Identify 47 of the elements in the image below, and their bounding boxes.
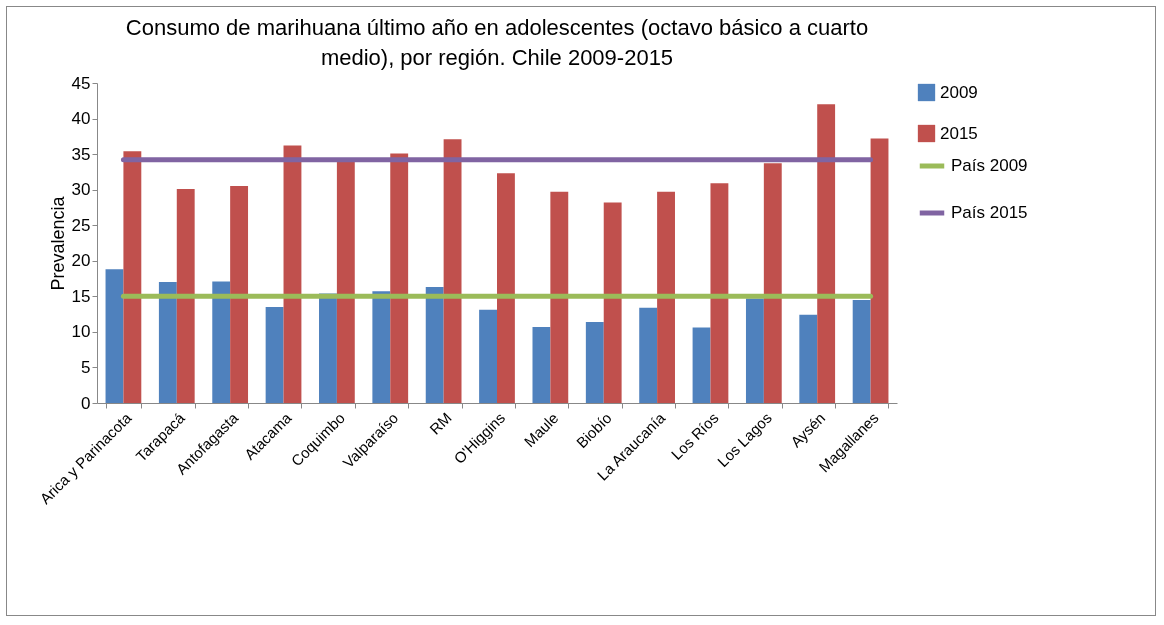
bar [745,298,764,403]
bar [710,183,729,403]
bar [319,293,337,403]
bar [372,291,391,403]
bar [283,145,302,403]
chart-title: Consumo de marihuana último año en adolescentes (octavo básico a cuarto medio), por región. Chile 2009-2015 [125,15,869,70]
legend-label: País 2009 [951,156,1028,175]
bar [123,151,142,403]
legend-label: 2009 [940,82,978,102]
bar [532,326,551,403]
bar [550,191,569,403]
bar [105,269,124,403]
y-tick-label: 40 [71,109,91,129]
bar [425,287,444,403]
bar [817,104,836,403]
bar [799,314,818,403]
bar [336,161,355,403]
bar [479,309,497,403]
bar [603,202,622,403]
y-tick-label: 45 [71,73,91,93]
bar [852,299,871,403]
bar [692,327,711,403]
x-tick-label: RM [426,409,455,438]
bar [176,188,195,403]
bar [657,191,675,403]
legend-label: País 2015 [951,203,1028,222]
bar [443,139,462,403]
y-tick-label: 5 [81,357,91,377]
y-tick-label: 20 [71,251,91,271]
y-tick-label: 15 [71,286,91,306]
bar [763,163,782,403]
bar [497,173,515,403]
bar [390,153,409,403]
legend-label: 2015 [940,123,978,143]
bar [158,282,177,403]
bar [212,281,231,403]
y-tick-label: 35 [71,144,91,164]
bar [585,321,604,403]
bar [265,307,284,403]
bar [639,307,658,403]
y-axis-title: Prevalencia [47,195,68,291]
bar [870,138,889,403]
y-tick-label: 0 [81,393,91,413]
y-tick-label: 30 [71,180,91,200]
y-tick-label: 25 [71,215,91,235]
y-tick-label: 10 [71,322,91,342]
bar [230,186,249,403]
